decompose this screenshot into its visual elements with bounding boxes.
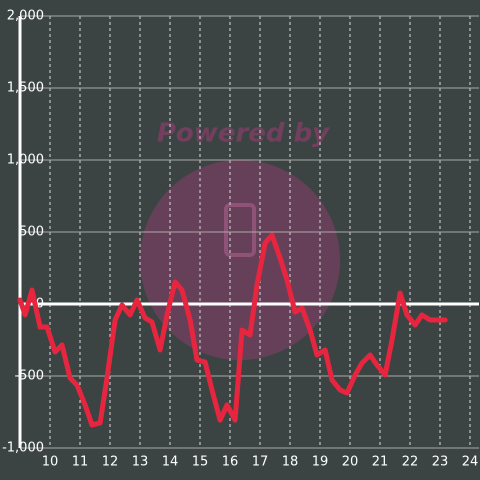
x-tick-label: 17 xyxy=(252,455,269,470)
x-tick-label: 20 xyxy=(342,455,359,470)
data-line xyxy=(17,232,448,428)
x-tick-label: 19 xyxy=(312,455,329,470)
y-tick-label: 1,000 xyxy=(7,153,44,168)
y-tick-label: 0 xyxy=(36,297,44,312)
x-tick-label: 22 xyxy=(402,455,419,470)
x-tick-label: 16 xyxy=(222,455,239,470)
y-tick-label: 500 xyxy=(19,225,44,240)
watermark-icon xyxy=(224,203,256,257)
x-tick-label: 15 xyxy=(192,455,209,470)
x-tick-label: 13 xyxy=(132,455,149,470)
y-tick-label: 2,000 xyxy=(7,9,44,24)
x-tick-label: 18 xyxy=(282,455,299,470)
y-tick-label: 1,500 xyxy=(7,81,44,96)
x-tick-label: 14 xyxy=(162,455,179,470)
x-tick-label: 12 xyxy=(102,455,119,470)
y-tick-label: -500 xyxy=(14,369,44,384)
x-tick-label: 11 xyxy=(72,455,89,470)
x-tick-label: 23 xyxy=(432,455,449,470)
x-tick-label: 24 xyxy=(462,455,479,470)
y-tick-label: -1,000 xyxy=(2,441,44,456)
x-tick-label: 21 xyxy=(372,455,389,470)
x-tick-label: 10 xyxy=(42,455,59,470)
watermark-text: Powered by xyxy=(157,119,330,149)
